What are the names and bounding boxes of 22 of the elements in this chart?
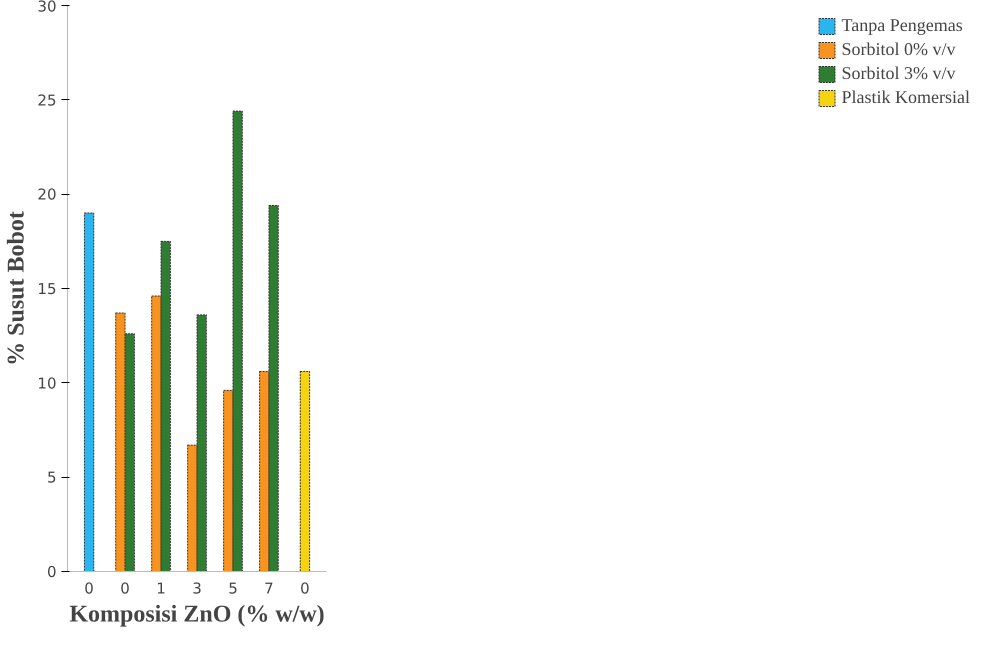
x-tick-label: 0 <box>84 580 94 598</box>
bar <box>84 212 94 572</box>
y-tick-label: 15 <box>37 280 57 298</box>
legend-label: Sorbitol 0% v/v <box>842 39 956 60</box>
y-axis-title: % Susut Bobot <box>3 211 30 366</box>
y-tick-label: 20 <box>37 186 57 204</box>
x-tick-label: 7 <box>264 580 274 598</box>
y-tick-label: 30 <box>37 0 57 16</box>
x-tick-label: 3 <box>192 580 202 598</box>
x-tick-label: 0 <box>300 580 310 598</box>
x-tick-label: 5 <box>228 580 238 598</box>
y-tick-label: 25 <box>37 91 57 110</box>
legend-label: Plastik Komersial <box>842 87 970 108</box>
y-tick-label: 0 <box>46 563 57 581</box>
x-axis-title: Komposisi ZnO (% w/w) <box>69 602 325 628</box>
y-tick-label: 5 <box>46 468 57 487</box>
bar <box>300 371 310 572</box>
x-tick-label: 1 <box>156 580 166 598</box>
legend-label: Tanpa Pengemas <box>842 15 963 36</box>
y-tick-label: 10 <box>37 374 57 392</box>
x-tick-label: 0 <box>120 580 130 598</box>
legend-label: Sorbitol 3% v/v <box>842 63 956 84</box>
